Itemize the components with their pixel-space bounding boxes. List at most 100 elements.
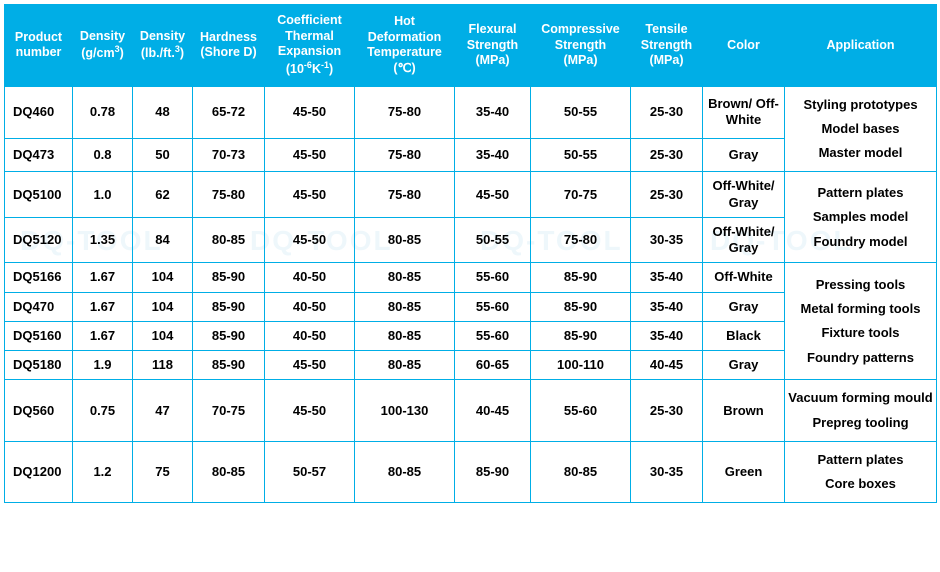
hardness-cell: 75-80: [193, 172, 265, 218]
compressive-cell: 50-55: [531, 138, 631, 172]
density-lb-cell: 104: [133, 263, 193, 292]
density-lb-cell: 48: [133, 86, 193, 138]
table-row: DQ12001.27580-8550-5780-8585-9080-8530-3…: [5, 441, 937, 503]
hardness-cell: 70-75: [193, 380, 265, 442]
tensile-cell: 35-40: [631, 263, 703, 292]
hardness-cell: 85-90: [193, 351, 265, 380]
color-cell: Gray: [703, 351, 785, 380]
density-lb-cell: 104: [133, 292, 193, 321]
hardness-cell: 85-90: [193, 321, 265, 350]
flexural-cell: 50-55: [455, 217, 531, 263]
product-number-cell: DQ470: [5, 292, 73, 321]
flexural-cell: 85-90: [455, 441, 531, 503]
density-g-cell: 1.35: [73, 217, 133, 263]
flexural-cell: 40-45: [455, 380, 531, 442]
tensile-cell: 35-40: [631, 292, 703, 321]
compressive-cell: 75-80: [531, 217, 631, 263]
hot-deform-cell: 80-85: [355, 217, 455, 263]
table-row: DQ51661.6710485-9040-5080-8555-6085-9035…: [5, 263, 937, 292]
application-cell: Styling prototypesModel basesMaster mode…: [785, 86, 937, 172]
application-line: Foundry patterns: [787, 346, 934, 370]
tensile-cell: 25-30: [631, 172, 703, 218]
hot-deform-cell: 80-85: [355, 441, 455, 503]
density-g-cell: 1.9: [73, 351, 133, 380]
compressive-cell: 55-60: [531, 380, 631, 442]
hot-deform-cell: 75-80: [355, 86, 455, 138]
application-line: Prepreg tooling: [787, 411, 934, 435]
hardness-cell: 80-85: [193, 217, 265, 263]
table-row: DQ4600.784865-7245-5075-8035-4050-5525-3…: [5, 86, 937, 138]
density-g-cell: 1.2: [73, 441, 133, 503]
cte-cell: 45-50: [265, 351, 355, 380]
hardness-cell: 85-90: [193, 292, 265, 321]
product-number-cell: DQ5160: [5, 321, 73, 350]
col-density-g: Density(g/cm3): [73, 5, 133, 87]
density-g-cell: 1.67: [73, 292, 133, 321]
density-lb-cell: 84: [133, 217, 193, 263]
density-g-cell: 1.0: [73, 172, 133, 218]
density-g-cell: 0.75: [73, 380, 133, 442]
spec-table: Productnumber Density(g/cm3) Density(lb.…: [4, 4, 937, 503]
application-line: Pattern plates: [787, 448, 934, 472]
flexural-cell: 55-60: [455, 263, 531, 292]
hot-deform-cell: 80-85: [355, 351, 455, 380]
color-cell: Brown: [703, 380, 785, 442]
color-cell: Gray: [703, 292, 785, 321]
hardness-cell: 80-85: [193, 441, 265, 503]
application-line: Master model: [787, 141, 934, 165]
tensile-cell: 30-35: [631, 217, 703, 263]
hot-deform-cell: 75-80: [355, 138, 455, 172]
color-cell: Off-White/ Gray: [703, 172, 785, 218]
application-line: Pressing tools: [787, 273, 934, 297]
hardness-cell: 85-90: [193, 263, 265, 292]
density-lb-cell: 104: [133, 321, 193, 350]
cte-cell: 45-50: [265, 217, 355, 263]
product-number-cell: DQ5166: [5, 263, 73, 292]
application-line: Pattern plates: [787, 181, 934, 205]
application-cell: Pressing toolsMetal forming toolsFixture…: [785, 263, 937, 380]
compressive-cell: 80-85: [531, 441, 631, 503]
hot-deform-cell: 80-85: [355, 292, 455, 321]
compressive-cell: 85-90: [531, 263, 631, 292]
density-g-cell: 1.67: [73, 321, 133, 350]
hot-deform-cell: 80-85: [355, 263, 455, 292]
cte-cell: 45-50: [265, 172, 355, 218]
cte-cell: 45-50: [265, 86, 355, 138]
product-number-cell: DQ560: [5, 380, 73, 442]
table-row: DQ51001.06275-8045-5075-8045-5070-7525-3…: [5, 172, 937, 218]
color-cell: Black: [703, 321, 785, 350]
tensile-cell: 25-30: [631, 138, 703, 172]
product-number-cell: DQ473: [5, 138, 73, 172]
col-color: Color: [703, 5, 785, 87]
col-tensile: TensileStrength(MPa): [631, 5, 703, 87]
color-cell: Off-White: [703, 263, 785, 292]
flexural-cell: 60-65: [455, 351, 531, 380]
application-line: Samples model: [787, 205, 934, 229]
col-application: Application: [785, 5, 937, 87]
density-lb-cell: 50: [133, 138, 193, 172]
col-hardness: Hardness(Shore D): [193, 5, 265, 87]
color-cell: Off-White/ Gray: [703, 217, 785, 263]
product-number-cell: DQ1200: [5, 441, 73, 503]
density-g-cell: 0.78: [73, 86, 133, 138]
col-density-lb: Density(lb./ft.3): [133, 5, 193, 87]
compressive-cell: 85-90: [531, 321, 631, 350]
application-line: Vacuum forming mould: [787, 386, 934, 410]
compressive-cell: 50-55: [531, 86, 631, 138]
flexural-cell: 55-60: [455, 321, 531, 350]
product-number-cell: DQ460: [5, 86, 73, 138]
product-number-cell: DQ5180: [5, 351, 73, 380]
col-flexural: FlexuralStrength(MPa): [455, 5, 531, 87]
hardness-cell: 65-72: [193, 86, 265, 138]
density-lb-cell: 47: [133, 380, 193, 442]
density-lb-cell: 62: [133, 172, 193, 218]
application-line: Fixture tools: [787, 321, 934, 345]
application-line: Metal forming tools: [787, 297, 934, 321]
color-cell: Gray: [703, 138, 785, 172]
hardness-cell: 70-73: [193, 138, 265, 172]
col-product-number: Productnumber: [5, 5, 73, 87]
header-row: Productnumber Density(g/cm3) Density(lb.…: [5, 5, 937, 87]
hot-deform-cell: 80-85: [355, 321, 455, 350]
application-line: Styling prototypes: [787, 93, 934, 117]
hot-deform-cell: 100-130: [355, 380, 455, 442]
